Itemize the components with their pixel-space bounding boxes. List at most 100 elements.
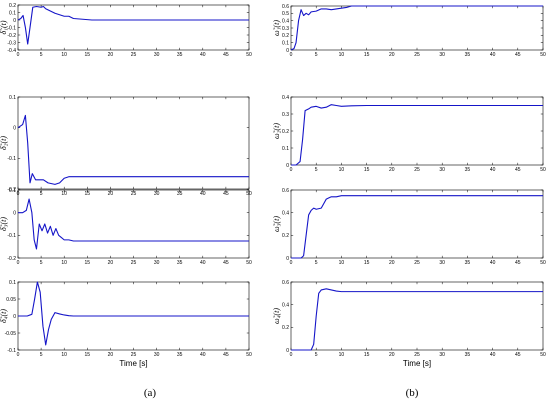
x-tick-label: 5 bbox=[315, 352, 318, 358]
x-tick-label: 10 bbox=[61, 52, 67, 58]
x-tick-label: 25 bbox=[131, 52, 137, 58]
x-tick-label: 10 bbox=[61, 260, 67, 266]
x-tick-label: 5 bbox=[315, 260, 318, 266]
y-tick-label: 0 bbox=[286, 256, 289, 262]
x-tick-label: 50 bbox=[246, 352, 252, 358]
x-tick-label: 10 bbox=[339, 260, 345, 266]
x-tick-label: 30 bbox=[154, 352, 160, 358]
x-tick-label: 0 bbox=[290, 352, 293, 358]
axes-frame bbox=[290, 96, 544, 166]
x-tick-label: 35 bbox=[177, 260, 183, 266]
x-tick-label: 0 bbox=[290, 260, 293, 266]
y-tick-label: 0 bbox=[286, 48, 289, 54]
y-tick-label: 0.1 bbox=[282, 40, 289, 46]
x-tick-label: 50 bbox=[540, 167, 546, 173]
x-tick-label: 5 bbox=[40, 260, 43, 266]
y-tick-label: -0.1 bbox=[7, 233, 16, 239]
y-tick-label: -0.2 bbox=[7, 187, 16, 193]
chart-b2: 0 5 10 15 20 25 30 35 40 45 50 0 0.1 0.2 0.3 0.4 ω̃₂(t) bbox=[272, 95, 546, 173]
series-line bbox=[291, 104, 543, 166]
chart-b1: 0 5 10 15 20 25 30 35 40 45 5000.10.20.30.40.50.6ω… bbox=[272, 4, 546, 58]
y-tick-label: 0.4 bbox=[282, 210, 289, 216]
x-tick-label: 10 bbox=[61, 352, 67, 358]
y-axis-label: ω̃₄(t) bbox=[272, 308, 281, 324]
y-tick-label: -0.4 bbox=[7, 48, 16, 54]
axes-frame bbox=[290, 189, 544, 259]
chart-b3: 0 5 10 15 20 25 30 35 40 45 50 0 0.2 0.4 0.6 ω̃₃(t) bbox=[272, 188, 546, 266]
y-tick-label: 0.6 bbox=[282, 188, 289, 194]
x-tick-label: 50 bbox=[540, 260, 546, 266]
x-tick-label: 30 bbox=[439, 167, 445, 173]
x-tick-label: 30 bbox=[439, 352, 445, 358]
y-tick-label: 0.4 bbox=[282, 302, 289, 308]
y-axis-label: δ̃₂(t) bbox=[0, 136, 8, 150]
x-tick-label: 25 bbox=[131, 191, 137, 197]
y-tick-label: 0.1 bbox=[9, 188, 16, 194]
x-tick-label: 25 bbox=[414, 52, 420, 58]
y-tick-label: 0.3 bbox=[282, 26, 289, 32]
x-tick-label: 25 bbox=[414, 260, 420, 266]
y-tick-label: 0.1 bbox=[282, 146, 289, 152]
x-tick-label: 0 bbox=[290, 52, 293, 58]
y-tick-label: -0.05 bbox=[5, 331, 17, 337]
chart-b4: 0 5 10 15 20 25 30 35 40 45 50 0 0.2 0.4 0.6 ω̃₄(t) Time… bbox=[272, 280, 546, 368]
figure-label-right: (b) bbox=[406, 387, 419, 399]
x-axis-label: Time [s] bbox=[403, 359, 431, 368]
x-tick-label: 0 bbox=[17, 352, 20, 358]
y-tick-label: 0 bbox=[13, 18, 16, 24]
x-tick-label: 20 bbox=[108, 191, 114, 197]
x-tick-label: 15 bbox=[364, 52, 370, 58]
x-tick-label: 10 bbox=[339, 352, 345, 358]
x-tick-label: 40 bbox=[490, 52, 496, 58]
x-tick-label: 15 bbox=[364, 167, 370, 173]
y-tick-label: 0.1 bbox=[9, 280, 16, 286]
x-tick-label: 15 bbox=[364, 260, 370, 266]
x-tick-label: 35 bbox=[177, 352, 183, 358]
y-tick-label: 0.4 bbox=[282, 18, 289, 24]
x-tick-label: 40 bbox=[490, 260, 496, 266]
x-tick-label: 25 bbox=[414, 167, 420, 173]
x-tick-label: 45 bbox=[515, 52, 521, 58]
chart-a3: 0 5 10 15 20 25 30 35 40 45 50 -0.2 -0.1 0 0.1 δ̃₃(t) bbox=[0, 188, 252, 266]
x-tick-label: 30 bbox=[439, 52, 445, 58]
x-tick-label: 40 bbox=[200, 52, 206, 58]
chart-a2: 0 5 10 15 20 25 30 35 40 45 50-0.2-0.100.1δ̃₂(t) bbox=[0, 95, 252, 197]
y-tick-label: 0 bbox=[286, 163, 289, 169]
y-tick-label: 0.1 bbox=[9, 95, 16, 101]
x-tick-label: 5 bbox=[40, 52, 43, 58]
x-tick-label: 40 bbox=[490, 167, 496, 173]
axes-frame bbox=[17, 96, 250, 190]
x-tick-label: 40 bbox=[490, 352, 496, 358]
y-axis-label: δ̃₁(t) bbox=[0, 20, 8, 34]
x-tick-label: 15 bbox=[85, 191, 91, 197]
x-tick-label: 50 bbox=[540, 52, 546, 58]
x-tick-label: 25 bbox=[131, 352, 137, 358]
x-tick-label: 45 bbox=[515, 260, 521, 266]
y-tick-label: -0.3 bbox=[7, 40, 16, 46]
x-axis-label: Time [s] bbox=[119, 359, 147, 368]
y-tick-label: 0 bbox=[286, 348, 289, 354]
x-tick-label: 50 bbox=[540, 352, 546, 358]
x-tick-label: 25 bbox=[131, 260, 137, 266]
y-tick-label: 0 bbox=[13, 125, 16, 131]
y-tick-label: 0.2 bbox=[9, 3, 16, 9]
x-tick-label: 0 bbox=[290, 167, 293, 173]
y-tick-label: 0.6 bbox=[282, 4, 289, 10]
x-tick-label: 25 bbox=[414, 352, 420, 358]
figure-label-left: (a) bbox=[144, 387, 157, 399]
x-tick-label: 35 bbox=[177, 52, 183, 58]
y-tick-label: 0.5 bbox=[282, 11, 289, 17]
x-tick-label: 50 bbox=[246, 52, 252, 58]
x-tick-label: 30 bbox=[154, 260, 160, 266]
x-tick-label: 5 bbox=[40, 352, 43, 358]
series-line bbox=[17, 5, 249, 45]
y-tick-label: -0.1 bbox=[7, 25, 16, 31]
y-axis-label: δ̃₃(t) bbox=[0, 217, 8, 231]
x-tick-label: 35 bbox=[465, 352, 471, 358]
y-tick-label: 0.2 bbox=[282, 33, 289, 39]
y-tick-label: 0.05 bbox=[6, 297, 16, 303]
x-tick-label: 45 bbox=[223, 52, 229, 58]
y-tick-label: -0.1 bbox=[7, 348, 16, 354]
x-tick-label: 40 bbox=[200, 191, 206, 197]
x-tick-label: 10 bbox=[339, 52, 345, 58]
